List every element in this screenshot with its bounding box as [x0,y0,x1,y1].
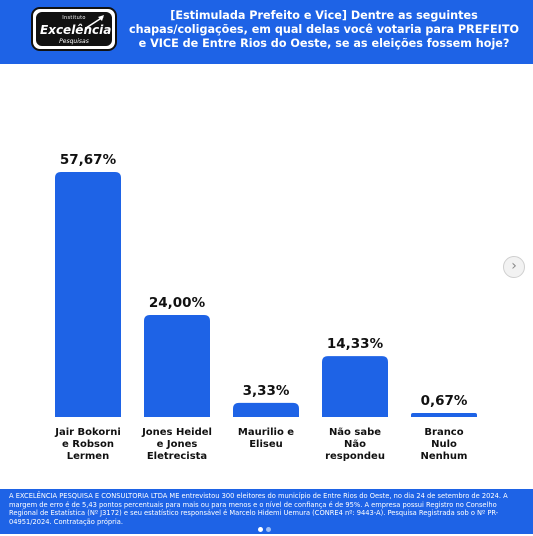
methodology-note: A EXCELÊNCIA PESQUISA E CONSULTORIA LTDA… [9,492,508,526]
category-label: Não [344,439,366,450]
data-label: 14,33% [327,336,384,352]
bar [233,402,299,417]
carousel-dot[interactable] [266,527,271,532]
footer-banner: A EXCELÊNCIA PESQUISA E CONSULTORIA LTDA… [0,489,533,534]
institute-logo: Instituto Excelência Pesquisas [31,7,117,51]
category-label: Lermen [67,451,109,462]
carousel-dot[interactable] [258,527,263,532]
category-label: Maurilio e [238,427,294,438]
next-slide-button[interactable]: › [503,256,525,278]
logo-text-top: Instituto [62,15,86,21]
data-label: 0,67% [421,393,468,409]
arrow-icon [85,15,104,29]
logo-text-bottom: Pesquisas [59,38,89,45]
bar [55,172,121,417]
category-label: Branco [424,427,463,438]
bar [144,315,210,417]
category-label: Eliseu [249,439,283,450]
chevron-right-icon: › [511,258,517,274]
category-label: Eletrecista [147,451,207,462]
category-label: Nulo [431,439,457,450]
data-label: 3,33% [243,383,290,399]
category-label: Nenhum [421,451,468,462]
category-label: respondeu [325,451,385,462]
category-label: e Robson [62,439,114,450]
data-label: 24,00% [149,295,206,311]
category-label: Não sabe [329,427,381,438]
header-banner: Instituto Excelência Pesquisas [Estimula… [0,0,533,64]
bar [322,356,388,417]
carousel-indicator [258,517,274,536]
data-label: 57,67% [60,152,117,168]
category-label: Jair Bokorni [54,427,121,438]
category-label: e Jones [157,439,198,450]
logo-text-main: Excelência [40,23,112,37]
chart-title: [Estimulada Prefeito e Vice] Dentre as s… [129,9,519,50]
category-label: Jones Heidel [141,427,212,438]
bar [411,413,477,417]
